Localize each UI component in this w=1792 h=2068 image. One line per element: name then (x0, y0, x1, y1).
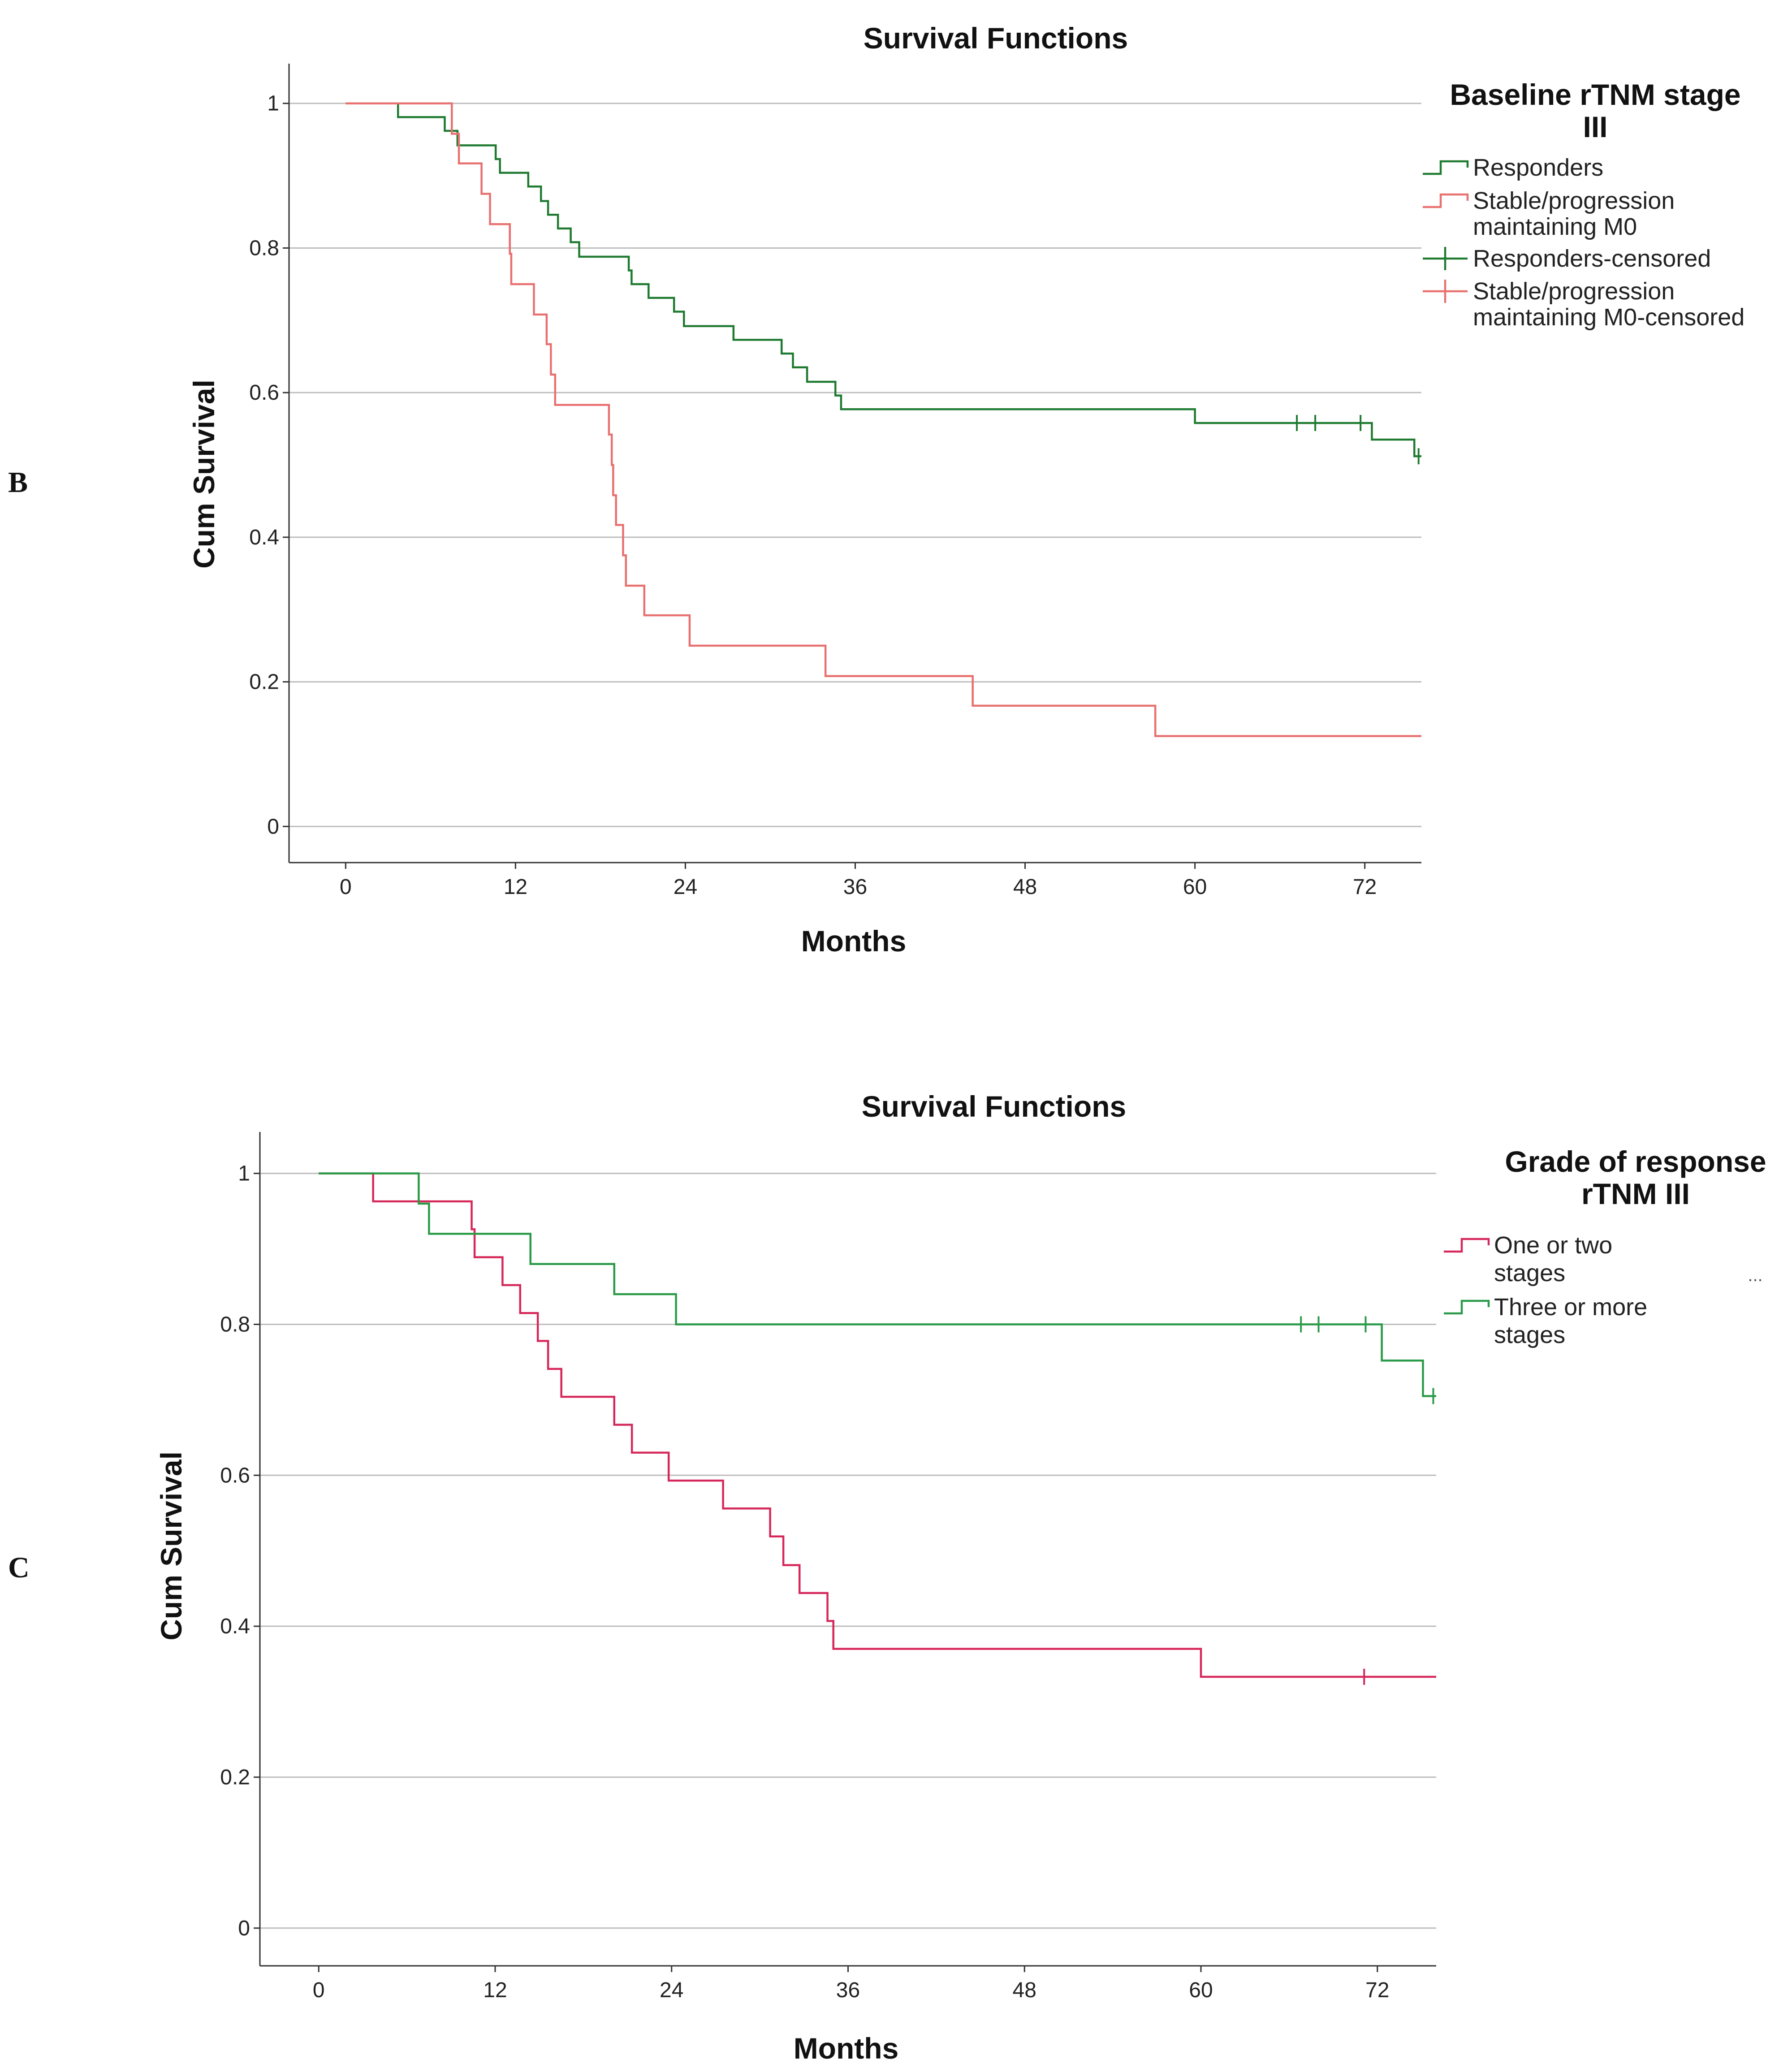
panel-c-x-tick-label: 48 (1013, 1978, 1036, 2002)
panel-c-y-axis-label: Cum Survival (155, 1451, 188, 1641)
panel-b-y-tick-label: 0.2 (249, 670, 279, 694)
panel-c-legend-entry-label: stages (1494, 1260, 1565, 1287)
panel-c-y-tick-label: 0.2 (220, 1766, 250, 1789)
panel-b-y-tick-label: 0.8 (249, 236, 279, 260)
panel-c-y-tick-label: 1 (238, 1162, 250, 1186)
panel-c-legend-entry-label: One or two (1494, 1232, 1612, 1259)
panel-b-x-tick-label: 60 (1183, 875, 1207, 899)
panel-b-legend-entry-label: maintaining M0-censored (1473, 304, 1745, 331)
panel-b-legend-title: III (1583, 110, 1607, 143)
panel-b-x-tick-label: 24 (674, 875, 697, 899)
panel-c-x-tick-label: 72 (1365, 1978, 1389, 2002)
panel-b-y-tick-label: 0.6 (249, 381, 279, 405)
panel-c-series (319, 1172, 1436, 1685)
panel-c-title: Survival Functions (862, 1090, 1126, 1123)
panel-b-legend-entry-label: Stable/progression (1473, 187, 1675, 214)
panel-b-legend-entry-label: Responders-censored (1473, 245, 1711, 272)
panel-c-x-tick-label: 24 (660, 1978, 683, 2002)
panel-b-x-axis-label: Months (801, 924, 907, 958)
panel-b-series (345, 102, 1421, 737)
panel-c-series-0-curve (319, 1172, 1436, 1678)
panel-c-x-tick-label: 12 (483, 1978, 507, 2002)
panel-c-x-tick-label: 60 (1189, 1978, 1213, 2002)
panel-b-legend-step-icon (1423, 193, 1469, 208)
panel-b-y-axis-label: Cum Survival (187, 380, 220, 569)
panel-c-series-1-curve (319, 1172, 1436, 1397)
panel-c-x-tick-label: 36 (836, 1978, 860, 2002)
panel-c-legend-entry-label: Three or more (1494, 1294, 1647, 1321)
panel-b-legend-entry-label: maintaining M0 (1473, 213, 1637, 240)
panel-c-x-axis-label: Months (794, 2032, 899, 2065)
panel-b-x-tick-label: 12 (504, 875, 527, 899)
panel-b-legend-title: Baseline rTNM stage (1450, 78, 1740, 111)
panel-b-x-tick-label: 48 (1013, 875, 1037, 899)
panel-b-legend-entry-label: Responders (1473, 154, 1603, 181)
panel-b-y-tick-label: 1 (267, 92, 279, 116)
panel-c-y-tick-label: 0.6 (220, 1464, 250, 1487)
panel-c-legend-title: Grade of response (1505, 1145, 1766, 1178)
panel-c-legend-step-icon (1444, 1300, 1490, 1315)
panel-b-series-1-curve (345, 102, 1421, 737)
panel-b-x-tick-label: 36 (843, 875, 867, 899)
panel-c-x-tick-label: 0 (313, 1978, 325, 2002)
panel-c: C Survival Functions 0 0.2 0.4 0.6 0.8 1 0 12 24… (8, 1090, 1766, 2065)
panel-b-y-tick-label: 0 (267, 815, 279, 838)
panel-c-axes: 0 0.2 0.4 0.6 0.8 1 0 12 24 36 48 60 72 (220, 1132, 1436, 2002)
panel-b-legend-entry-label: Stable/progression (1473, 278, 1675, 305)
panel-b-axes: 0 0.2 0.4 0.6 0.8 1 0 12 24 36 48 60 72 (249, 64, 1421, 899)
panel-c-legend-step-icon (1444, 1238, 1490, 1253)
panel-b-x-tick-label: 0 (340, 875, 352, 899)
panel-c-legend-ellipsis: ... (1748, 1265, 1762, 1285)
panel-c-legend-entry-label: stages (1494, 1321, 1565, 1348)
panel-b-legend-step-icon (1423, 160, 1469, 175)
panel-b: B Survival Functions 0 0.2 0.4 0.6 0.8 1 0 12 24… (8, 22, 1745, 958)
panel-c-label: C (8, 1551, 30, 1584)
panel-b-label: B (8, 466, 28, 499)
panel-c-y-tick-label: 0.8 (220, 1312, 250, 1336)
panel-c-legend-title: rTNM III (1581, 1177, 1690, 1210)
panel-b-y-tick-label: 0.4 (249, 526, 279, 549)
panel-b-gridlines (289, 103, 1421, 827)
panel-b-series-0-curve (345, 102, 1421, 458)
panel-b-title: Survival Functions (864, 22, 1128, 55)
panel-b-x-tick-label: 72 (1353, 875, 1377, 899)
panel-c-y-tick-label: 0 (238, 1917, 250, 1940)
panel-c-y-tick-label: 0.4 (220, 1615, 250, 1638)
